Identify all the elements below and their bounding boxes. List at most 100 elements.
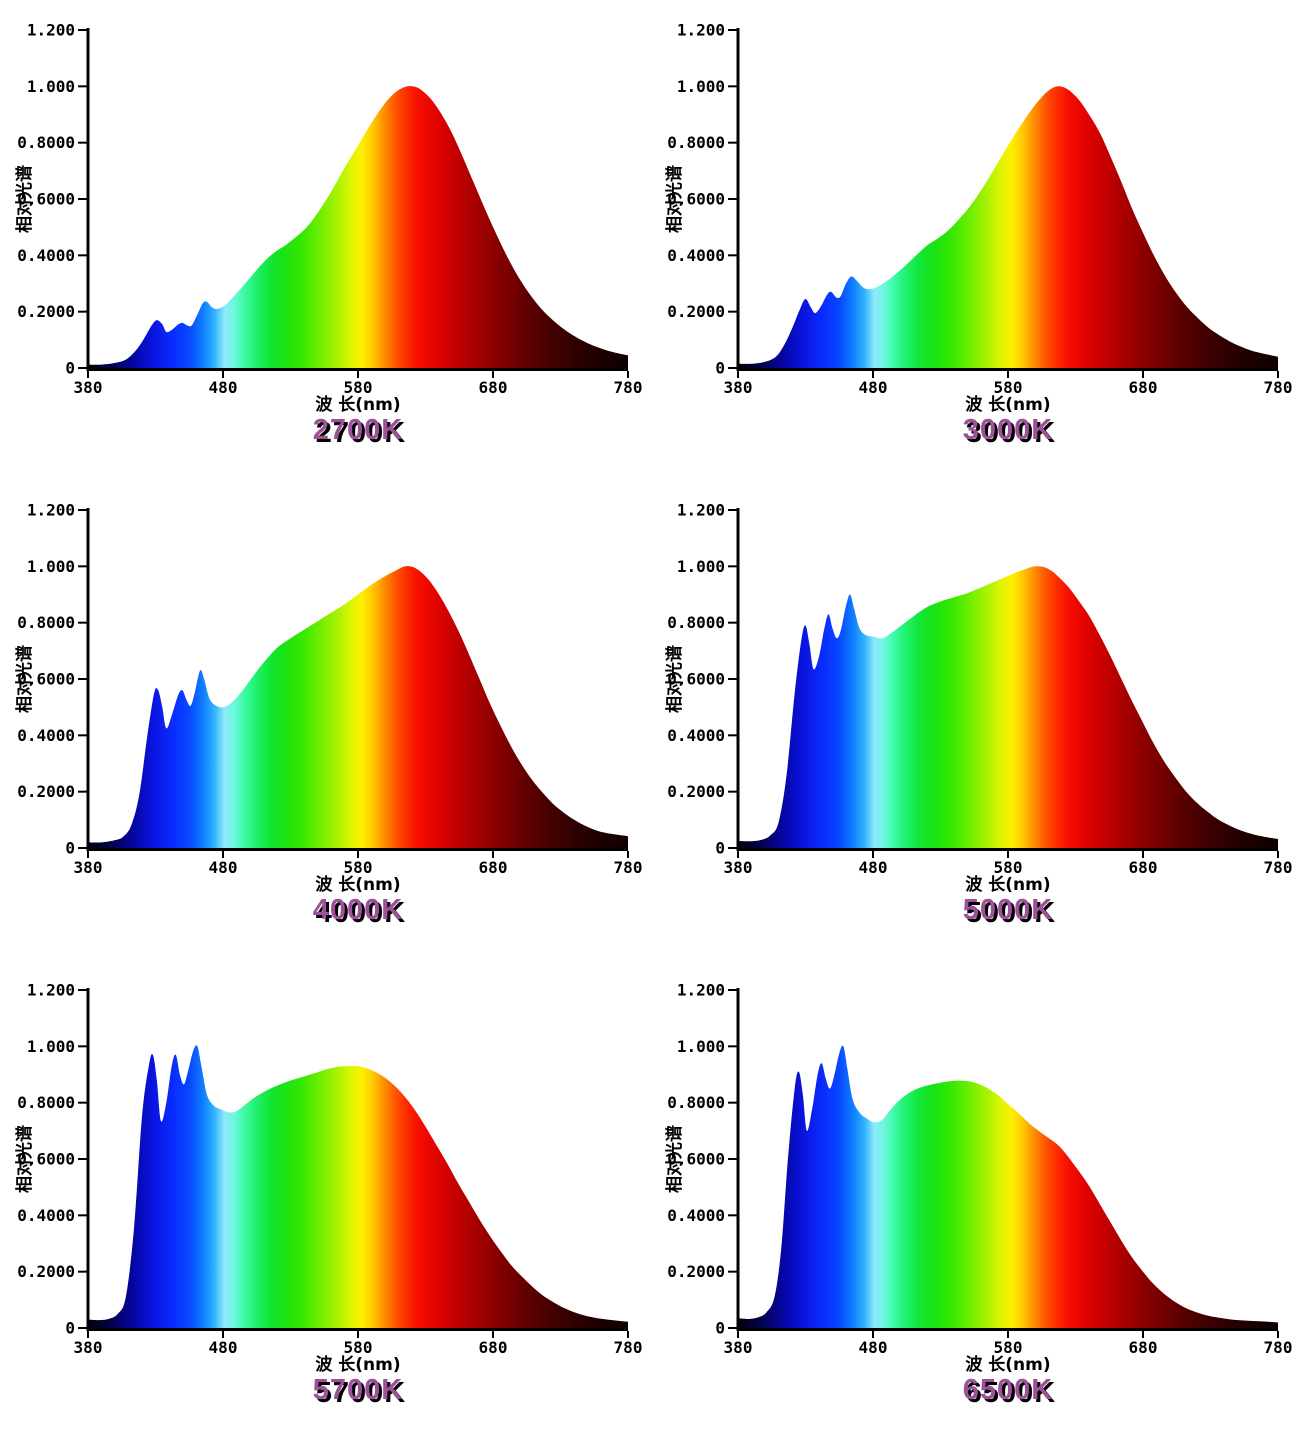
y-tick-label: 1.000	[677, 1037, 725, 1056]
y-axis-label: 相对光谱	[14, 1125, 35, 1193]
x-tick-label: 480	[859, 858, 888, 877]
y-tick-label: 0.6000	[17, 1150, 75, 1169]
y-tick-label: 0.2000	[667, 302, 725, 321]
y-tick-label: 0.8000	[17, 613, 75, 632]
y-tick-label: 0.8000	[17, 133, 75, 152]
spd-area	[88, 1045, 628, 1328]
y-tick-label: 1.000	[27, 557, 75, 576]
spectrum-chart-cell-6500k: 1.200 1.000 0.8000 0.6000 0.4000 0.2000 0 380 48…	[650, 960, 1300, 1440]
y-tick-label: 0.8000	[667, 133, 725, 152]
x-tick-label: 380	[74, 378, 103, 397]
y-tick-label: 1.000	[27, 77, 75, 96]
y-tick-label: 0.2000	[17, 1262, 75, 1281]
y-tick-label: 0.2000	[667, 782, 725, 801]
x-tick-label: 780	[614, 378, 643, 397]
y-axis-label: 相对光谱	[14, 645, 35, 713]
y-axis-label: 相对光谱	[664, 165, 685, 233]
y-tick-label: 0.4000	[17, 726, 75, 745]
spd-area	[88, 566, 628, 848]
x-tick-label: 780	[614, 1338, 643, 1357]
y-tick-label: 0	[715, 359, 725, 378]
y-tick-label: 0.4000	[17, 246, 75, 265]
spd-area	[738, 1045, 1278, 1328]
x-tick-label: 680	[479, 378, 508, 397]
y-tick-label: 1.200	[27, 501, 75, 520]
x-axis-label: 波 长(nm)	[315, 1354, 400, 1375]
y-tick-label: 1.200	[677, 501, 725, 520]
y-tick-label: 1.200	[677, 21, 725, 40]
y-tick-label: 1.200	[27, 981, 75, 1000]
y-tick-label: 1.200	[677, 981, 725, 1000]
y-tick-label: 0.2000	[17, 302, 75, 321]
chart-title-6500k: 6500K	[962, 1374, 1054, 1406]
x-tick-label: 380	[74, 1338, 103, 1357]
y-tick-label: 0.4000	[667, 1206, 725, 1225]
y-tick-label: 0.6000	[17, 670, 75, 689]
spectrum-chart-cell-5700k: 1.200 1.000 0.8000 0.6000 0.4000 0.2000 0 380 48…	[0, 960, 650, 1440]
y-axis-label: 相对光谱	[14, 165, 35, 233]
chart-title-3000k: 3000K	[962, 414, 1054, 446]
x-tick-label: 780	[614, 858, 643, 877]
x-axis-label: 波 长(nm)	[965, 1354, 1050, 1375]
x-tick-label: 680	[1129, 1338, 1158, 1357]
chart-title-2700k: 2700K	[312, 414, 404, 446]
x-tick-label: 580	[994, 1338, 1023, 1357]
x-tick-label: 580	[344, 1338, 373, 1357]
y-tick-label: 0.6000	[667, 670, 725, 689]
spd-area	[738, 566, 1278, 848]
chart-title-5000k: 5000K	[962, 894, 1054, 926]
x-axis-label: 波 长(nm)	[315, 394, 400, 415]
x-tick-label: 580	[994, 378, 1023, 397]
spectrum-chart-cell-2700k: 1.200 1.000 0.8000 0.6000 0.4000 0.2000 0 380 48…	[0, 0, 650, 480]
chart-title-4000k: 4000K	[312, 894, 404, 926]
y-tick-label: 0	[715, 839, 725, 858]
x-tick-label: 580	[344, 378, 373, 397]
y-tick-label: 0.6000	[667, 190, 725, 209]
y-tick-label: 0.8000	[667, 613, 725, 632]
x-tick-label: 580	[994, 858, 1023, 877]
x-tick-label: 680	[479, 1338, 508, 1357]
x-tick-label: 580	[344, 858, 373, 877]
x-tick-label: 480	[209, 1338, 238, 1357]
y-tick-label: 1.200	[27, 21, 75, 40]
y-tick-label: 0.6000	[667, 1150, 725, 1169]
y-axis-label: 相对光谱	[664, 645, 685, 713]
x-tick-label: 680	[1129, 378, 1158, 397]
y-tick-label: 0.2000	[17, 782, 75, 801]
y-tick-label: 0.4000	[667, 246, 725, 265]
x-tick-label: 680	[479, 858, 508, 877]
x-tick-label: 380	[724, 378, 753, 397]
x-tick-label: 480	[209, 858, 238, 877]
y-tick-label: 0	[65, 839, 75, 858]
y-tick-label: 0.6000	[17, 190, 75, 209]
x-tick-label: 380	[74, 858, 103, 877]
x-axis-label: 波 长(nm)	[965, 874, 1050, 895]
y-tick-label: 0	[715, 1319, 725, 1338]
x-tick-label: 480	[859, 1338, 888, 1357]
spectrum-chart-cell-3000k: 1.200 1.000 0.8000 0.6000 0.4000 0.2000 0 380 48…	[650, 0, 1300, 480]
spectrum-chart-cell-5000k: 1.200 1.000 0.8000 0.6000 0.4000 0.2000 0 380 48…	[650, 480, 1300, 960]
x-axis-label: 波 长(nm)	[965, 394, 1050, 415]
x-tick-label: 380	[724, 858, 753, 877]
spd-area	[88, 86, 628, 368]
y-tick-label: 1.000	[677, 557, 725, 576]
x-axis-label: 波 长(nm)	[315, 874, 400, 895]
y-tick-label: 1.000	[677, 77, 725, 96]
spectrum-chart-cell-4000k: 1.200 1.000 0.8000 0.6000 0.4000 0.2000 0 380 48…	[0, 480, 650, 960]
y-tick-label: 1.000	[27, 1037, 75, 1056]
x-tick-label: 480	[859, 378, 888, 397]
y-tick-label: 0.8000	[17, 1093, 75, 1112]
y-tick-label: 0	[65, 1319, 75, 1338]
x-tick-label: 780	[1264, 378, 1293, 397]
x-tick-label: 480	[209, 378, 238, 397]
y-tick-label: 0.2000	[667, 1262, 725, 1281]
y-tick-label: 0.8000	[667, 1093, 725, 1112]
x-tick-label: 780	[1264, 1338, 1293, 1357]
x-tick-label: 780	[1264, 858, 1293, 877]
